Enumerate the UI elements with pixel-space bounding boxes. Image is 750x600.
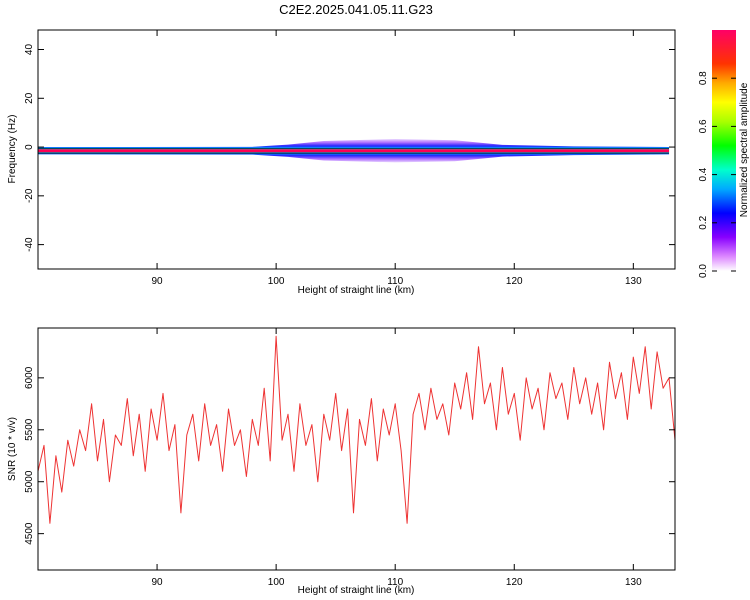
spectrogram-y-tick-label: -40 (24, 237, 35, 252)
snr-y-tick-label: 4500 (24, 522, 35, 545)
spectrogram-y-tick-label: 0 (24, 144, 35, 150)
colorbar-tick-label: 0.6 (698, 119, 709, 133)
spectrogram-x-tick-label: 110 (387, 276, 403, 287)
spectrogram-x-tick-label: 90 (152, 276, 164, 287)
snr-x-tick-label: 130 (625, 577, 642, 588)
snr-y-tick-label: 5500 (24, 418, 35, 441)
colorbar: 0.0 0.2 0.4 0.6 0.8 Normalized spectral ampl… (698, 30, 750, 278)
snr-y-axis-label: SNR (10 * v/v) (7, 417, 18, 481)
snr-series-line (38, 335, 675, 524)
colorbar-label: Normalized spectral amplitude (739, 82, 750, 217)
snr-ticks: 90 100 110 120 130 4500 5000 5500 6000 (24, 328, 675, 588)
spectrogram-y-tick-label: -20 (24, 188, 35, 203)
snr-panel: 90 100 110 120 130 4500 5000 5500 6000 Height of… (7, 327, 676, 596)
snr-x-tick-label: 90 (152, 577, 164, 588)
snr-x-axis-label: Height of straight line (km) (298, 585, 415, 596)
spectrogram-frame (37, 29, 676, 270)
spectrogram-y-tick-label: 20 (24, 92, 35, 104)
colorbar-tick-label: 0.0 (698, 264, 709, 278)
spectrogram-x-axis-label: Height of straight line (km) (298, 285, 415, 296)
snr-frame (37, 327, 676, 571)
snr-x-tick-label: 110 (387, 577, 403, 588)
colorbar-tick-label: 0.4 (698, 167, 709, 181)
snr-background (38, 328, 675, 570)
spectrogram-x-tick-label: 100 (268, 276, 285, 287)
snr-series (38, 335, 675, 524)
colorbar-ticks: 0.0 0.2 0.4 0.6 0.8 (698, 71, 736, 278)
colorbar-gradient (712, 30, 736, 271)
colorbar-tick-label: 0.8 (698, 71, 709, 85)
spectrogram-panel: 90 100 110 120 130 40 20 0 -20 -40 Height of stra… (7, 29, 676, 296)
snr-x-tick-label: 120 (506, 577, 523, 588)
spectrogram-y-axis-label: Frequency (Hz) (7, 115, 18, 184)
spectrogram-ticks: 90 100 110 120 130 40 20 0 -20 -40 (24, 30, 675, 287)
spectrogram-x-tick-label: 130 (625, 276, 642, 287)
spectrogram-x-tick-label: 120 (506, 276, 523, 287)
snr-y-tick-label: 6000 (24, 366, 35, 389)
spectrogram-band (38, 139, 670, 163)
snr-y-tick-label: 5000 (24, 470, 35, 493)
snr-x-tick-label: 100 (268, 577, 285, 588)
colorbar-tick-label: 0.2 (698, 215, 709, 229)
page-title: C2E2.2025.041.05.11.G23 (279, 2, 433, 17)
spectrogram-y-tick-label: 40 (24, 44, 35, 56)
